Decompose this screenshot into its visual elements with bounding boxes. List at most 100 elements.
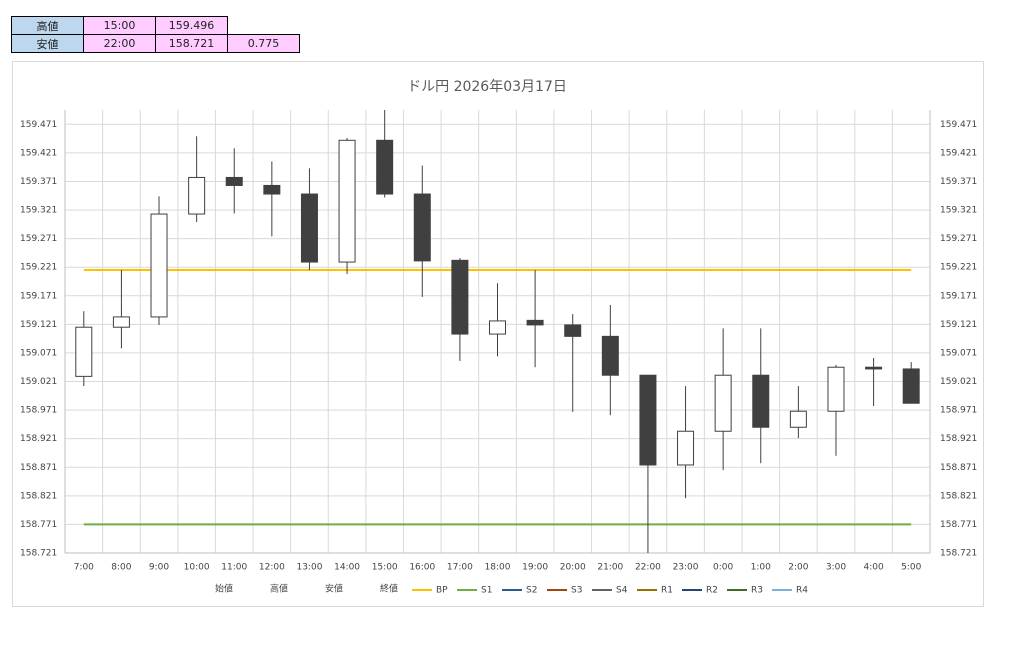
cell: 0.775: [227, 34, 300, 53]
chart-title: ドル円 2026年03月17日: [407, 79, 567, 95]
y2-tick-label: 159.121: [940, 320, 977, 330]
x-tick-label: 3:00: [826, 563, 846, 573]
x-tick-label: 5:00: [901, 563, 921, 573]
y-tick-label: 159.271: [20, 234, 57, 244]
candle-body: [639, 374, 657, 466]
candle-body: [300, 193, 318, 263]
summary-table: 高値 15:00 159.496 安値 22:00 158.721 0.775: [11, 16, 300, 53]
y2-tick-label: 159.021: [940, 377, 977, 387]
y-tick-label: 159.471: [20, 120, 57, 130]
y-tick-label: 159.071: [20, 348, 57, 358]
legend-label: S1: [481, 586, 492, 596]
y-tick-label: 158.721: [20, 549, 57, 559]
x-tick-label: 14:00: [334, 563, 360, 573]
y-tick-label: 158.971: [20, 406, 57, 416]
x-tick-label: 13:00: [296, 563, 322, 573]
candle-body: [338, 139, 356, 263]
candle-body: [188, 176, 206, 215]
y2-tick-label: 158.771: [940, 520, 977, 530]
candle-body: [827, 366, 845, 412]
row: 安値 22:00 158.721 0.775: [11, 34, 300, 53]
y2-tick-label: 158.821: [940, 491, 977, 501]
cell: 22:00: [83, 34, 156, 53]
y2-tick-label: 159.271: [940, 234, 977, 244]
y-tick-label: 158.921: [20, 434, 57, 444]
y2-tick-label: 158.921: [940, 434, 977, 444]
y2-tick-label: 159.071: [940, 348, 977, 358]
y2-tick-label: 159.421: [940, 148, 977, 158]
candle-body: [225, 176, 243, 186]
cell: 安値: [11, 34, 84, 53]
y-tick-label: 159.171: [20, 291, 57, 301]
candle-body: [150, 213, 168, 318]
y2-tick-label: 159.221: [940, 263, 977, 273]
legend-label: 安値: [325, 583, 343, 595]
candle-body: [902, 368, 920, 404]
x-tick-label: 7:00: [74, 563, 94, 573]
x-tick-label: 16:00: [409, 563, 435, 573]
legend-label: R4: [796, 586, 808, 596]
x-tick-label: 22:00: [635, 563, 661, 573]
candle-body: [789, 410, 807, 428]
x-tick-label: 0:00: [713, 563, 733, 573]
x-tick-label: 18:00: [485, 563, 511, 573]
candle-body: [601, 335, 619, 376]
legend-label: BP: [436, 586, 448, 596]
candle-body: [865, 366, 883, 370]
x-tick-label: 20:00: [560, 563, 586, 573]
x-tick-label: 1:00: [751, 563, 771, 573]
y-tick-label: 159.371: [20, 177, 57, 187]
legend-label: 終値: [380, 583, 398, 595]
x-tick-label: 9:00: [149, 563, 169, 573]
x-tick-label: 10:00: [184, 563, 210, 573]
x-tick-label: 2:00: [788, 563, 808, 573]
x-tick-label: 15:00: [372, 563, 398, 573]
candle-body: [564, 324, 582, 337]
legend-label: S4: [616, 586, 628, 596]
x-tick-label: 11:00: [221, 563, 247, 573]
candle-body: [451, 259, 469, 335]
candle-body: [376, 139, 394, 195]
y-tick-label: 158.871: [20, 463, 57, 473]
y-tick-label: 159.221: [20, 263, 57, 273]
row: 高値 15:00 159.496: [11, 16, 300, 35]
y2-tick-label: 158.971: [940, 406, 977, 416]
cell: 159.496: [155, 16, 228, 35]
candle-body: [75, 326, 93, 377]
x-tick-label: 4:00: [863, 563, 883, 573]
y-tick-label: 159.021: [20, 377, 57, 387]
cell: 158.721: [155, 34, 228, 53]
candle-body: [489, 320, 506, 335]
y2-tick-label: 159.371: [940, 177, 977, 187]
legend-label: 始値: [215, 583, 233, 595]
legend-label: R1: [661, 586, 673, 596]
legend-label: S3: [571, 586, 582, 596]
candle-body: [263, 184, 281, 195]
candle-body: [112, 316, 130, 328]
y2-tick-label: 159.321: [940, 206, 977, 216]
x-tick-label: 8:00: [111, 563, 131, 573]
candle-body: [714, 374, 732, 432]
y-tick-label: 159.321: [20, 206, 57, 216]
y-tick-label: 159.121: [20, 320, 57, 330]
x-tick-label: 23:00: [673, 563, 699, 573]
x-tick-label: 19:00: [522, 563, 548, 573]
legend-label: 高値: [270, 583, 288, 595]
y-tick-label: 158.771: [20, 520, 57, 530]
x-tick-label: 21:00: [597, 563, 623, 573]
x-tick-label: 17:00: [447, 563, 473, 573]
x-tick-label: 12:00: [259, 563, 285, 573]
candle-body: [752, 374, 770, 428]
legend-label: R3: [751, 586, 763, 596]
y2-tick-label: 158.721: [940, 549, 977, 559]
cell: 高値: [11, 16, 84, 35]
candle-body: [677, 430, 695, 466]
y2-tick-label: 158.871: [940, 463, 977, 473]
candle-body: [413, 193, 431, 262]
y-tick-label: 158.821: [20, 491, 57, 501]
legend-label: R2: [706, 586, 718, 596]
candle-body: [526, 319, 544, 326]
y-tick-label: 159.421: [20, 148, 57, 158]
